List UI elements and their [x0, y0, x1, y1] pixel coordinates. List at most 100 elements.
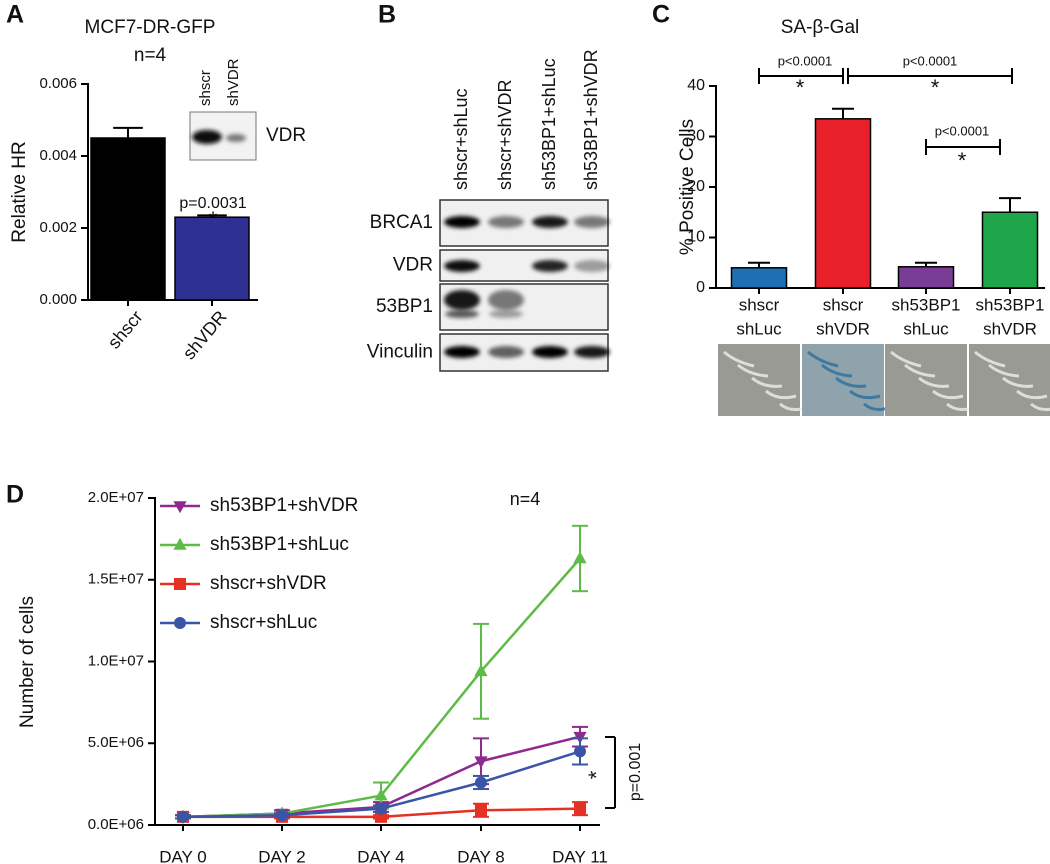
y-tick-label: 30 — [687, 128, 705, 145]
blot-band — [489, 310, 523, 318]
chart-title: MCF7-DR-GFP — [85, 17, 216, 38]
blot-band — [226, 134, 246, 142]
cell — [1002, 376, 1034, 388]
blot-band — [532, 216, 568, 228]
y-tick-label: 0.0E+06 — [88, 816, 144, 833]
x-tick-label: shscr — [823, 295, 864, 314]
cell — [1016, 389, 1048, 400]
y-axis-label: Number of cells — [17, 596, 38, 728]
lane-label: sh53BP1+shLuc — [539, 58, 559, 190]
blot-band — [574, 216, 610, 228]
x-tick-label: shVDR — [179, 307, 231, 364]
x-tick-label: DAY 11 — [552, 847, 608, 864]
bar — [814, 118, 872, 289]
legend-marker — [174, 617, 186, 629]
blot-band — [488, 290, 524, 310]
bar — [897, 266, 955, 289]
blot-band — [444, 290, 480, 310]
x-tick-label: shVDR — [816, 319, 870, 338]
y-tick-label: 0.002 — [39, 219, 77, 236]
legend-label: shscr+shLuc — [210, 612, 317, 633]
cell — [890, 350, 922, 368]
cell — [835, 376, 867, 388]
blot-band — [444, 346, 480, 358]
blot-band — [574, 260, 610, 272]
x-tick-label: sh53BP1 — [892, 295, 961, 314]
point — [573, 551, 587, 564]
legend-marker — [173, 537, 187, 550]
annotation: p=0.001 — [627, 743, 644, 801]
blot-band — [445, 310, 479, 318]
blot-row-label: VDR — [266, 125, 306, 146]
legend-label: sh53BP1+shLuc — [210, 534, 349, 555]
cell — [737, 363, 769, 378]
x-tick-label: DAY 0 — [159, 847, 207, 864]
annotation: * — [931, 75, 940, 100]
point — [374, 788, 388, 801]
legend-label: sh53BP1+shVDR — [210, 495, 358, 516]
bar — [981, 211, 1039, 289]
blot-band — [532, 346, 568, 358]
chart-subtitle: n=4 — [134, 45, 167, 66]
point — [574, 745, 586, 758]
annotation: * — [958, 148, 967, 173]
panel-label: A — [6, 1, 24, 29]
lane-label: shVDR — [225, 58, 242, 106]
bar — [174, 216, 250, 301]
x-tick-label: DAY 4 — [357, 847, 405, 864]
point — [276, 809, 288, 822]
y-tick-label: 2.0E+07 — [88, 489, 144, 506]
y-tick-label: 10 — [687, 229, 705, 246]
y-axis-label: % Positive Cells — [677, 119, 698, 255]
y-tick-label: 0.004 — [39, 147, 77, 164]
y-tick-label: 1.5E+07 — [88, 571, 144, 588]
legend-marker — [173, 501, 187, 514]
x-tick-label: DAY 2 — [258, 847, 306, 864]
lane-label: shscr+shLuc — [451, 88, 471, 190]
y-tick-label: 20 — [687, 178, 705, 195]
cell — [932, 389, 964, 400]
point — [574, 802, 586, 815]
blot-row-label: Vinculin — [367, 342, 433, 363]
blot-row-label: 53BP1 — [376, 296, 433, 317]
point — [375, 802, 387, 815]
point — [474, 756, 488, 769]
panel-label: C — [652, 1, 670, 29]
point — [474, 664, 488, 677]
annotation: p=0.0031 — [179, 195, 246, 212]
bar — [730, 267, 788, 289]
blot-band — [444, 260, 480, 272]
bar — [90, 137, 166, 301]
x-tick-label: sh53BP1 — [976, 295, 1045, 314]
cell — [1030, 402, 1050, 411]
y-axis-label: Relative HR — [9, 141, 30, 242]
panel-label: B — [378, 1, 396, 29]
cell — [849, 389, 881, 400]
blot-band — [488, 216, 524, 228]
series-line — [182, 557, 581, 819]
x-tick-label: shscr — [104, 307, 147, 353]
annotation: p<0.0001 — [935, 123, 990, 138]
cell — [821, 363, 853, 378]
x-tick-label: shLuc — [736, 319, 782, 338]
cell — [988, 363, 1020, 378]
blot-row-label: BRCA1 — [370, 212, 433, 233]
annotation: * — [584, 770, 609, 779]
point — [475, 804, 487, 817]
blot-band — [488, 346, 524, 358]
cell — [723, 350, 755, 368]
y-tick-label: 0.000 — [39, 291, 77, 308]
point — [177, 810, 189, 823]
y-tick-label: 40 — [687, 77, 705, 94]
legend-marker — [174, 578, 186, 590]
cell — [904, 363, 936, 378]
cell — [751, 376, 783, 388]
x-tick-label: DAY 8 — [457, 847, 505, 864]
blot-band — [444, 216, 480, 228]
annotation: p<0.0001 — [778, 53, 833, 68]
point — [475, 776, 487, 789]
legend-label: shscr+shVDR — [210, 573, 327, 594]
blot-band — [192, 130, 222, 144]
y-tick-label: 5.0E+06 — [88, 734, 144, 751]
